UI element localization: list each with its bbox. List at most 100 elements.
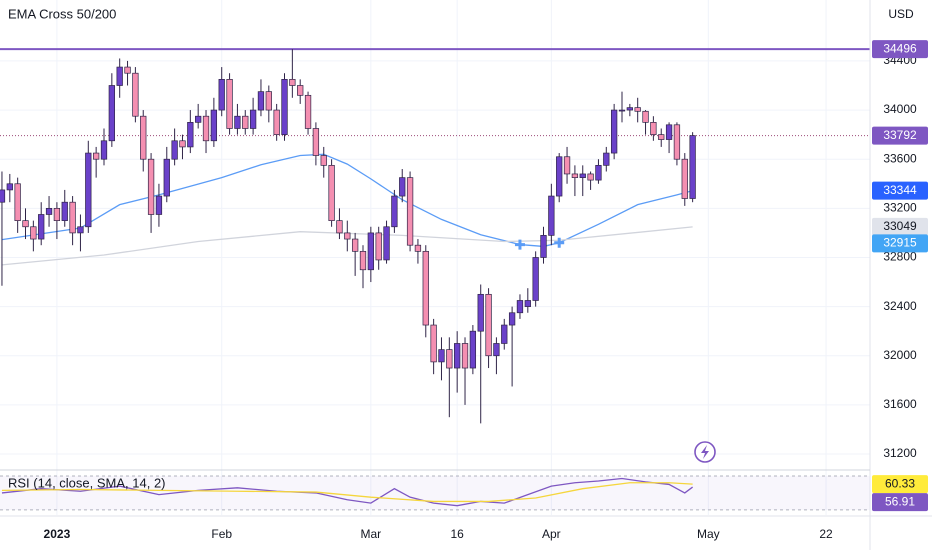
candle-body xyxy=(461,343,469,369)
value-label: 32915 xyxy=(883,236,917,250)
x-tick-label: 22 xyxy=(819,527,833,541)
candle-body xyxy=(469,330,477,369)
x-tick-label: Feb xyxy=(211,527,232,541)
candle-body xyxy=(116,66,123,86)
candle-body xyxy=(618,109,626,112)
candle-body xyxy=(179,140,186,148)
candle-body xyxy=(438,349,445,363)
cross-marker xyxy=(554,237,565,248)
value-box xyxy=(872,40,928,59)
candle-body xyxy=(226,79,233,129)
y-tick-label: 33200 xyxy=(883,201,917,215)
candle-body xyxy=(485,293,492,357)
candle-body xyxy=(171,140,178,160)
candle-body xyxy=(422,250,429,326)
ma-line xyxy=(1,226,693,266)
candle-body xyxy=(375,232,382,261)
value-label: 56.91 xyxy=(885,494,915,508)
currency: USD xyxy=(888,7,914,21)
y-tick-label: 32400 xyxy=(883,299,917,313)
value-box xyxy=(872,217,928,236)
candle-body xyxy=(218,79,225,111)
x-tick-label: May xyxy=(697,527,720,541)
candle-body xyxy=(320,155,327,166)
candle-body xyxy=(351,238,359,252)
candle-body xyxy=(147,158,155,215)
candle-body xyxy=(501,324,508,344)
y-tick-label: 31200 xyxy=(883,446,917,460)
candle-body xyxy=(140,115,147,160)
candle-body xyxy=(242,115,249,129)
rsi-line xyxy=(1,477,694,507)
y-tick-label: 33600 xyxy=(883,151,917,165)
rsi-title: RSI (14, close, SMA, 14, 2) xyxy=(8,475,166,490)
value-label: 33344 xyxy=(883,183,917,197)
x-tick-label: Mar xyxy=(361,527,382,541)
candle-body xyxy=(14,183,21,221)
candle-body xyxy=(658,134,665,140)
candle-body xyxy=(273,109,280,135)
candle-body xyxy=(53,207,61,221)
candle-body xyxy=(579,173,586,178)
candle-body xyxy=(195,115,202,123)
candle-body xyxy=(289,79,296,86)
x-tick-label: 2023 xyxy=(44,527,71,541)
candle-body xyxy=(516,300,524,314)
candle-body xyxy=(210,109,218,142)
candle-body xyxy=(406,177,414,246)
value-box xyxy=(872,181,928,200)
candle-body xyxy=(249,109,257,129)
value-label: 33049 xyxy=(883,219,917,233)
value-box xyxy=(872,493,928,512)
y-tick-label: 34000 xyxy=(883,102,917,116)
alert-icon[interactable] xyxy=(694,441,716,463)
candle-body xyxy=(665,124,673,140)
candle-body xyxy=(257,91,265,111)
candle-body xyxy=(391,195,398,228)
candle-body xyxy=(92,152,100,160)
candle-body xyxy=(524,300,531,307)
candle-body xyxy=(563,156,571,175)
candle-body xyxy=(359,250,367,271)
candle-body xyxy=(265,91,272,111)
x-tick-label: Apr xyxy=(542,527,561,541)
candle-body xyxy=(61,201,68,221)
candle-body xyxy=(532,257,539,301)
candle-body xyxy=(689,135,696,199)
candle-body xyxy=(642,110,649,123)
candle-body xyxy=(571,173,579,178)
candle-body xyxy=(399,177,406,197)
candle-body xyxy=(22,220,29,228)
candle-body xyxy=(30,226,37,240)
value-box xyxy=(872,475,928,494)
x-tick-label: 16 xyxy=(450,527,464,541)
y-tick-label: 32800 xyxy=(883,250,917,264)
candle-body xyxy=(595,164,602,181)
y-tick-label: 31600 xyxy=(883,397,917,411)
rsi-line xyxy=(1,482,693,503)
candle-body xyxy=(367,232,374,271)
candle-body xyxy=(603,152,610,166)
candle-body xyxy=(446,349,453,369)
candle-body xyxy=(45,207,53,215)
rsi-band xyxy=(0,475,870,510)
candle-body xyxy=(77,226,84,234)
candle-body xyxy=(650,122,657,135)
candle-body xyxy=(454,343,461,369)
candle-body xyxy=(6,183,13,191)
value-label: 60.33 xyxy=(885,476,915,490)
candle-body xyxy=(234,115,241,129)
candle-body xyxy=(100,140,108,160)
value-box xyxy=(872,126,928,145)
candle-body xyxy=(681,158,688,199)
candle-body xyxy=(540,235,547,258)
candle-body xyxy=(187,122,194,148)
candle-body xyxy=(281,79,288,135)
candle-body xyxy=(163,158,170,197)
cross-marker xyxy=(514,239,525,250)
candle-body xyxy=(610,109,618,154)
candle-body xyxy=(312,128,320,156)
candle-body xyxy=(430,324,437,363)
plot-layer xyxy=(0,0,870,515)
